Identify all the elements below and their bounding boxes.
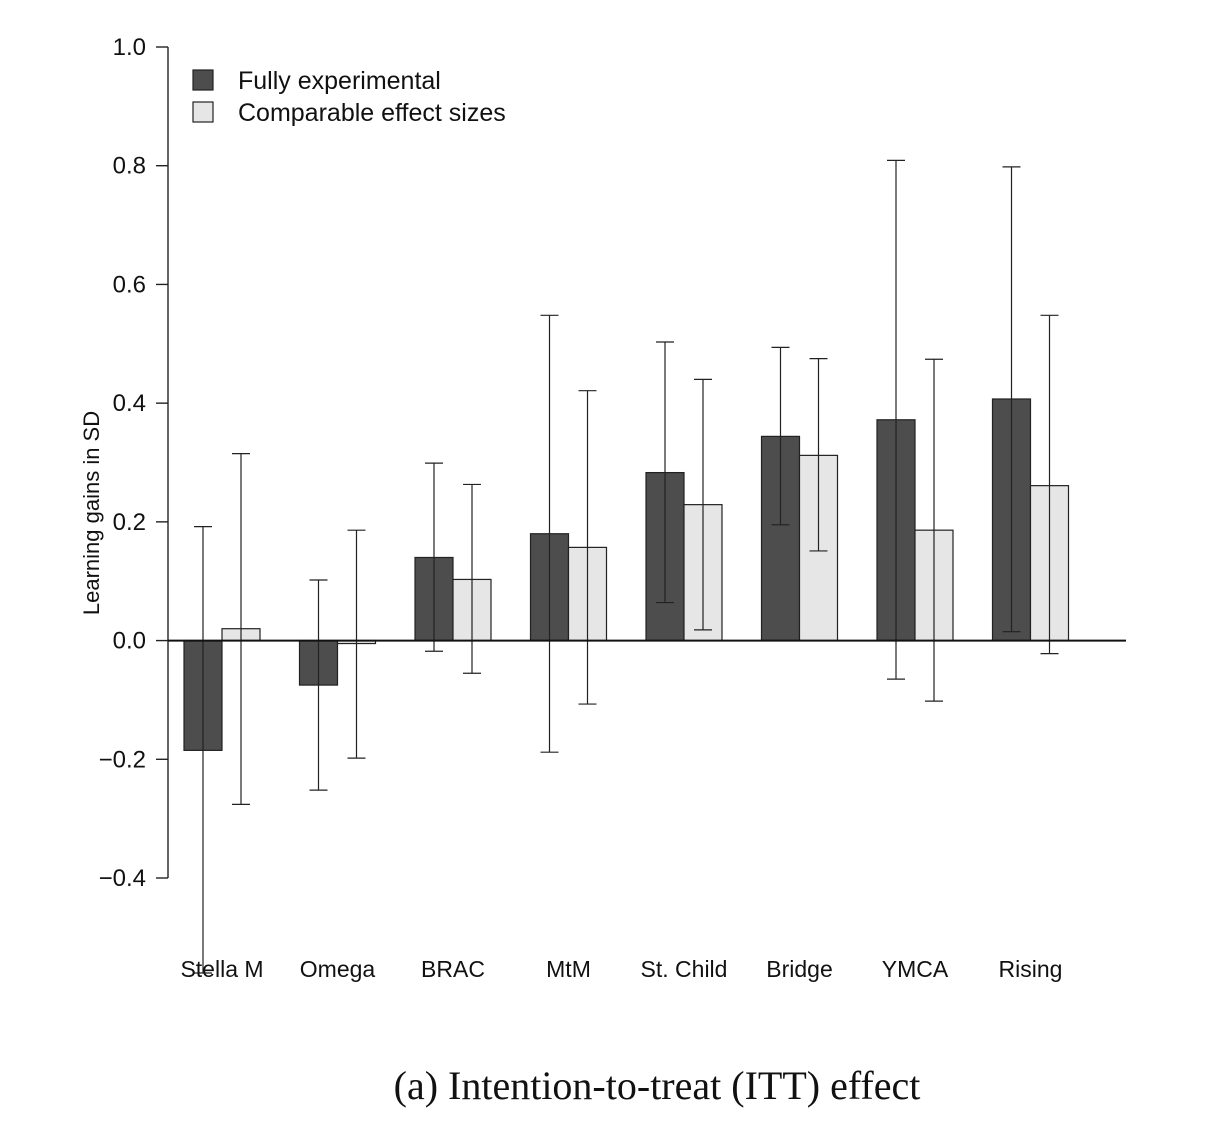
- y-tick-label: 0.0: [113, 628, 146, 655]
- x-tick-label: MtM: [546, 956, 591, 982]
- x-tick-label: Stella M: [180, 956, 263, 982]
- y-tick-label: 0.4: [113, 390, 146, 417]
- x-tick-label: St. Child: [641, 956, 728, 982]
- y-tick-label: 0.2: [113, 509, 146, 536]
- legend-label-0: Fully experimental: [238, 67, 441, 95]
- y-tick-label: 0.8: [113, 153, 146, 180]
- legend-label-1: Comparable effect sizes: [238, 99, 506, 127]
- legend-swatch-1: [192, 101, 214, 123]
- y-tick-label: −0.2: [99, 746, 146, 773]
- x-tick-label: Omega: [300, 956, 376, 982]
- figure-caption: (a) Intention-to-treat (ITT) effect: [393, 1063, 921, 1108]
- y-tick-label: −0.4: [99, 865, 146, 892]
- x-tick-label: YMCA: [882, 956, 949, 982]
- x-tick-label: Bridge: [766, 956, 832, 982]
- legend-swatch-0: [192, 69, 214, 91]
- y-axis-label: Learning gains in SD: [79, 411, 104, 615]
- y-tick-label: 1.0: [113, 34, 146, 61]
- y-tick-label: 0.6: [113, 271, 146, 298]
- x-tick-label: BRAC: [421, 956, 485, 982]
- x-tick-label: Rising: [999, 956, 1063, 982]
